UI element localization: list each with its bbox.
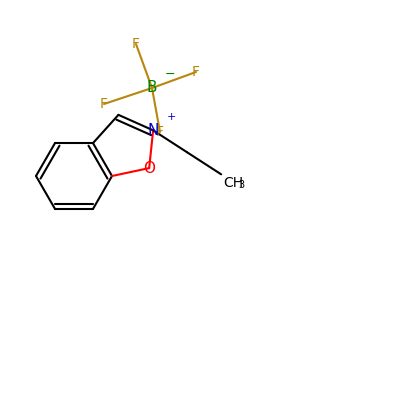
Text: B: B: [147, 80, 157, 96]
Text: −: −: [165, 68, 175, 81]
Text: F: F: [100, 97, 108, 111]
Text: 3: 3: [238, 180, 244, 190]
Text: F: F: [132, 37, 140, 51]
Text: O: O: [143, 160, 155, 176]
Text: CH: CH: [223, 176, 243, 190]
Text: F: F: [192, 65, 200, 79]
Text: F: F: [156, 125, 164, 139]
Text: N: N: [148, 123, 159, 138]
Text: +: +: [166, 112, 176, 122]
